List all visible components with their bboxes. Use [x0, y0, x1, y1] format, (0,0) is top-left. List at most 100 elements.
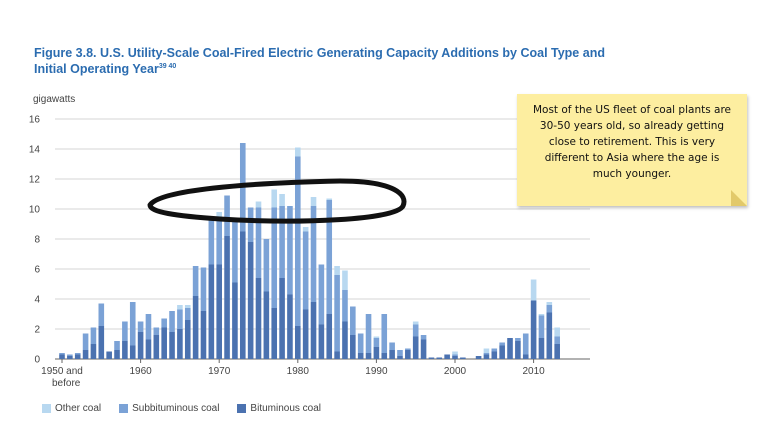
bar-bituminous	[239, 231, 246, 359]
bar-bituminous	[106, 351, 112, 359]
legend-swatch-other	[42, 404, 51, 413]
bar-subbituminous	[412, 324, 419, 337]
bar-bituminous	[530, 300, 537, 359]
bar-bituminous	[436, 357, 443, 359]
bar-bituminous	[74, 354, 81, 359]
bar-subbituminous	[59, 353, 65, 355]
bar-bituminous	[255, 278, 262, 359]
x-tick-label: 1950 and	[41, 366, 83, 377]
bar-bituminous	[452, 356, 458, 359]
bar-subbituminous	[137, 321, 144, 332]
legend-swatch-subbituminous	[119, 404, 129, 413]
bar-other	[255, 201, 262, 208]
bar-bituminous	[67, 356, 73, 359]
bar-subbituminous	[153, 327, 160, 335]
bar-subbituminous	[177, 309, 183, 329]
bar-bituminous	[475, 356, 482, 359]
highlight-ellipse-annotation	[147, 178, 407, 224]
bar-subbituminous	[200, 267, 207, 311]
bar-subbituminous	[546, 305, 553, 313]
bar-bituminous	[161, 327, 167, 359]
bar-other	[184, 305, 191, 308]
bar-bituminous	[90, 344, 97, 359]
y-tick-label: 8	[34, 235, 40, 246]
bar-other	[373, 336, 380, 338]
x-tick-label: 2000	[444, 366, 467, 377]
bar-bituminous	[389, 350, 395, 359]
bar-subbituminous	[255, 207, 262, 278]
x-tick-label: 1960	[129, 366, 152, 377]
bar-subbituminous	[295, 156, 301, 326]
bar-subbituminous	[129, 302, 136, 346]
legend-label-other: Other coal	[55, 403, 102, 414]
bar-bituminous	[412, 336, 419, 359]
bar-bituminous	[405, 350, 411, 359]
bar-subbituminous	[334, 275, 340, 352]
bar-bituminous	[216, 264, 222, 359]
bar-subbituminous	[247, 207, 254, 242]
bar-bituminous	[208, 264, 215, 359]
bar-bituminous	[318, 324, 325, 359]
bar-bituminous	[515, 341, 521, 359]
bar-subbituminous	[98, 303, 105, 326]
bar-other	[554, 327, 560, 337]
bar-bituminous	[460, 357, 466, 359]
bar-other	[216, 212, 222, 220]
bar-bituminous	[350, 335, 356, 359]
bar-bituminous	[247, 242, 254, 359]
bar-bituminous	[263, 291, 270, 359]
bar-other	[334, 266, 340, 275]
chart-legend: Other coal Subbituminous coal Bituminous…	[42, 403, 321, 414]
chart-bars	[59, 143, 560, 359]
bar-other	[538, 314, 545, 316]
y-tick-label: 0	[34, 355, 40, 366]
y-unit-label: gigawatts	[33, 94, 76, 105]
y-tick-label: 14	[29, 145, 41, 156]
bar-bituminous	[177, 329, 183, 359]
bar-bituminous	[184, 320, 191, 359]
bar-bituminous	[287, 294, 293, 359]
y-tick-labels: 0 2 4 6 8 10 12 14 16	[29, 115, 41, 366]
x-tick-label: 1990	[365, 366, 388, 377]
bar-bituminous	[153, 335, 160, 359]
bar-bituminous	[357, 353, 364, 359]
figure-title-text: Figure 3.8. U.S. Utility-Scale Coal-Fire…	[34, 46, 605, 77]
bar-subbituminous	[232, 221, 238, 283]
bar-other	[412, 321, 419, 325]
bar-subbituminous	[326, 200, 333, 314]
bar-other	[271, 189, 278, 208]
bar-subbituminous	[208, 219, 215, 265]
bar-subbituminous	[263, 239, 270, 292]
bar-bituminous	[169, 332, 175, 359]
bar-bituminous	[271, 308, 278, 359]
bar-bituminous	[420, 339, 427, 359]
bar-subbituminous	[342, 290, 348, 322]
bar-subbituminous	[302, 231, 309, 310]
bar-bituminous	[279, 278, 285, 359]
y-tick-label: 6	[34, 265, 40, 276]
bar-subbituminous	[82, 333, 89, 350]
bar-bituminous	[59, 354, 65, 359]
bar-subbituminous	[554, 336, 560, 344]
bar-bituminous	[538, 338, 545, 359]
bar-subbituminous	[122, 321, 128, 341]
bar-other	[279, 194, 285, 206]
bar-other	[310, 197, 317, 206]
legend-item-subbituminous: Subbituminous coal	[119, 403, 219, 414]
bar-bituminous	[507, 338, 513, 359]
bar-subbituminous	[515, 338, 521, 341]
y-tick-label: 2	[34, 325, 40, 336]
bar-bituminous	[82, 350, 89, 359]
legend-item-bituminous: Bituminous coal	[237, 403, 321, 414]
bar-subbituminous	[67, 354, 73, 356]
bar-bituminous	[365, 353, 372, 359]
bar-bituminous	[444, 354, 450, 359]
bar-bituminous	[546, 312, 553, 359]
bar-subbituminous	[161, 318, 167, 328]
bar-other	[295, 147, 301, 157]
x-tick-label: 1970	[208, 366, 231, 377]
bar-bituminous	[295, 326, 301, 359]
bar-bituminous	[98, 326, 105, 359]
bar-subbituminous	[491, 348, 498, 352]
